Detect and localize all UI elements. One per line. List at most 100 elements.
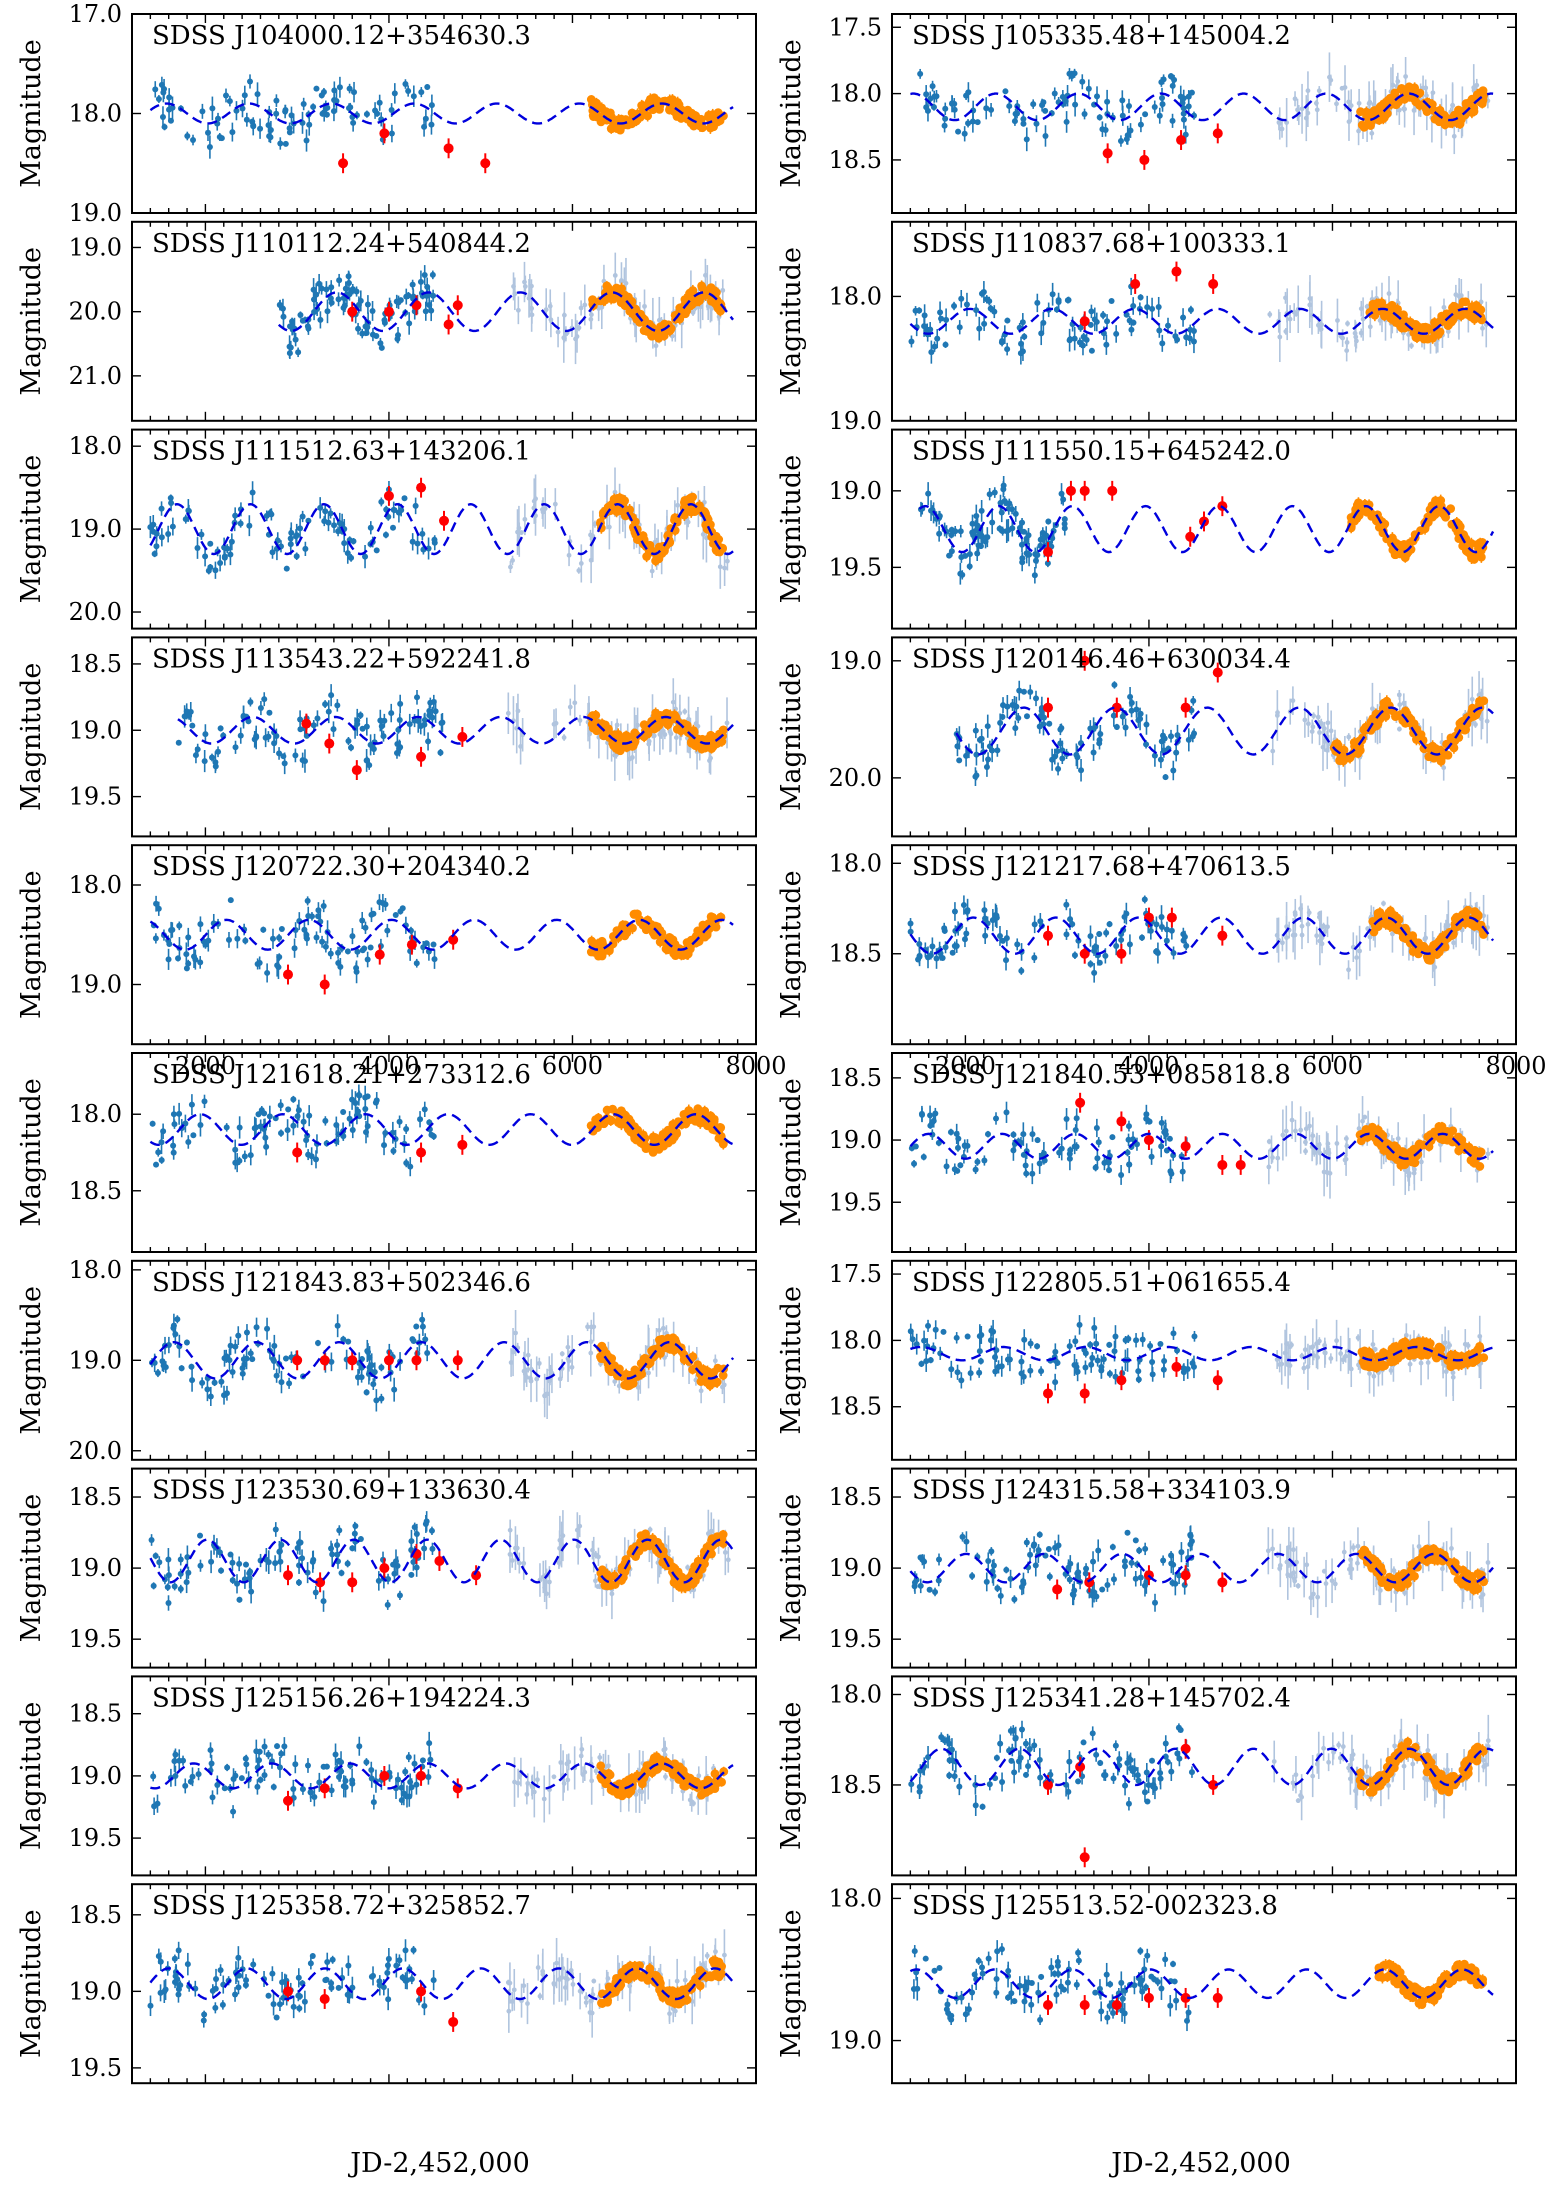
crts-point — [1127, 693, 1134, 700]
ptf-point — [529, 305, 535, 311]
crts-point — [1021, 333, 1028, 340]
crts-point — [202, 553, 209, 560]
ztf-point — [1446, 504, 1456, 514]
crts-point — [1128, 326, 1135, 333]
crts-point — [1059, 93, 1066, 100]
crts-point — [1173, 749, 1180, 756]
ptf-point — [1299, 106, 1305, 112]
ptf-point — [693, 721, 699, 726]
ptf-point — [508, 564, 513, 570]
ztf-point — [672, 112, 682, 121]
crts-point — [1061, 520, 1068, 527]
ptf-point — [612, 752, 618, 758]
crts-point — [168, 500, 175, 507]
ptf-point — [1396, 107, 1402, 113]
other-survey-point — [416, 751, 427, 762]
crts-point — [364, 324, 371, 331]
ztf-point — [1391, 318, 1401, 327]
crts-point — [942, 105, 949, 112]
ptf-point — [1328, 77, 1334, 83]
other-survey-point — [383, 490, 394, 501]
crts-point — [310, 103, 317, 110]
ptf-point — [1356, 100, 1362, 106]
crts-point — [335, 528, 342, 535]
crts-point — [194, 544, 201, 551]
other-survey-point — [480, 158, 491, 169]
ptf-point — [1473, 722, 1478, 727]
y-tick-label: 19.0 — [829, 477, 882, 505]
ptf-point — [522, 283, 528, 289]
ztf-point — [645, 540, 655, 550]
crts-point — [949, 100, 956, 107]
ptf-point — [1283, 295, 1288, 301]
crts-point — [963, 752, 970, 759]
ztf-point — [1387, 300, 1397, 310]
ztf-point — [697, 744, 707, 754]
crts-point — [286, 125, 293, 132]
ztf-point — [1455, 119, 1465, 129]
ztf-point — [670, 515, 679, 525]
crts-point — [237, 732, 244, 739]
crts-point — [973, 751, 980, 758]
ztf-point — [1354, 498, 1363, 508]
ptf-point — [578, 305, 584, 311]
crts-point — [1094, 93, 1101, 100]
ztf-point — [1397, 323, 1407, 333]
crts-point — [363, 111, 370, 118]
ztf-point — [586, 95, 596, 104]
ptf-point — [1370, 706, 1375, 712]
panel-title: SDSS J113543.22+592241.8 — [152, 644, 531, 674]
crts-point — [422, 308, 429, 315]
ztf-point — [695, 296, 704, 306]
crts-point — [1033, 695, 1040, 702]
ptf-point — [1305, 721, 1311, 727]
crts-point — [376, 99, 383, 106]
crts-point — [982, 538, 989, 545]
crts-point — [345, 280, 352, 287]
crts-point — [287, 541, 294, 548]
crts-point — [948, 548, 955, 555]
crts-point — [986, 491, 993, 498]
crts-point — [215, 748, 222, 755]
crts-point — [429, 714, 436, 721]
ztf-point — [1467, 94, 1477, 104]
ztf-point — [691, 111, 701, 121]
crts-point — [1185, 736, 1192, 743]
crts-point — [1062, 98, 1069, 105]
crts-point — [401, 495, 408, 502]
ztf-point — [1404, 82, 1414, 92]
crts-point — [1003, 528, 1010, 535]
ptf-point — [1302, 717, 1308, 723]
ztf-point — [1419, 334, 1429, 344]
crts-point — [928, 349, 935, 356]
ztf-point — [712, 112, 722, 122]
crts-point — [314, 715, 321, 722]
crts-point — [202, 731, 209, 738]
crts-point — [1172, 333, 1179, 340]
ptf-point — [543, 307, 549, 313]
y-axis-label: Magnitude — [16, 455, 47, 604]
crts-point — [925, 490, 932, 497]
sinusoid-model-line — [918, 504, 1495, 554]
crts-point — [1117, 138, 1124, 145]
ptf-point — [1367, 324, 1373, 330]
crts-point — [930, 104, 937, 111]
crts-point — [1088, 347, 1095, 354]
crts-point — [280, 753, 287, 760]
crts-point — [1169, 117, 1176, 124]
crts-point — [1038, 330, 1045, 337]
ptf-point — [1325, 720, 1331, 726]
y-tick-label: 19.0 — [829, 407, 882, 435]
ptf-point — [642, 303, 647, 309]
crts-point — [1156, 112, 1163, 119]
ptf-point — [519, 530, 524, 535]
crts-point — [1012, 510, 1019, 517]
y-tick-label: 20.0 — [69, 298, 122, 326]
crts-point — [292, 752, 299, 759]
ztf-point — [658, 330, 668, 339]
crts-point — [306, 121, 313, 128]
panel-title: SDSS J110837.68+100333.1 — [912, 229, 1291, 259]
ptf-point — [1275, 710, 1280, 715]
crts-point — [1128, 707, 1135, 714]
